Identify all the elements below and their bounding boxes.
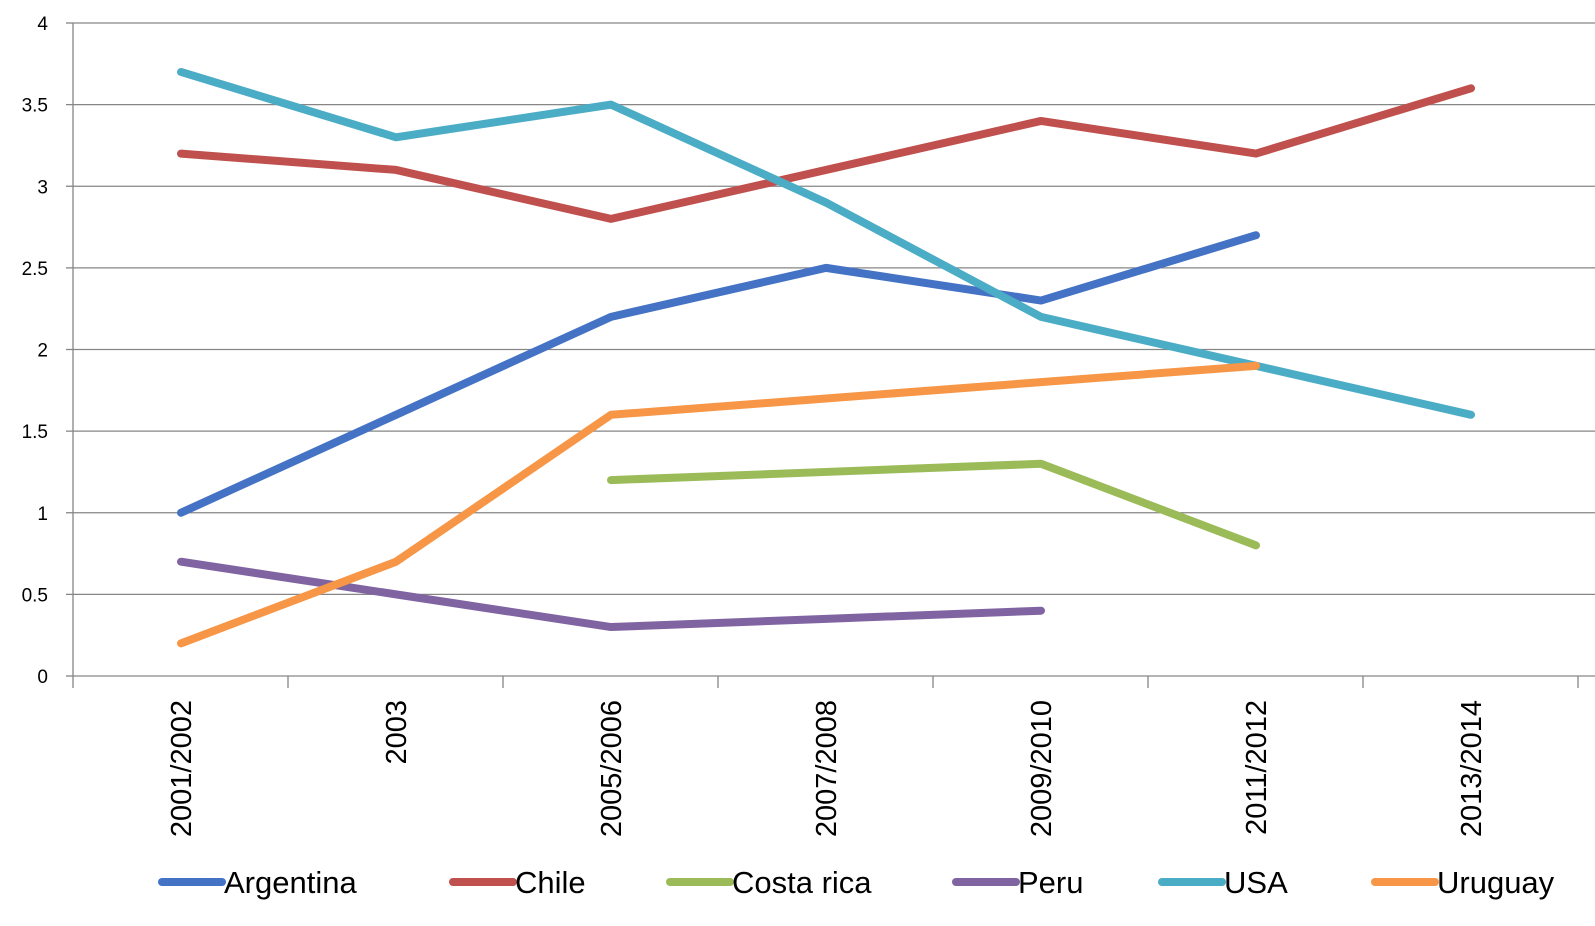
y-tick-label: 3	[37, 177, 48, 198]
legend-item-costa-rica: Costa rica	[666, 865, 872, 900]
legend-item-argentina: Argentina	[158, 865, 357, 900]
y-tick-label: 2.5	[22, 259, 48, 280]
legend-item-uruguay: Uruguay	[1371, 865, 1555, 900]
x-tick-label: 2013/2014	[1456, 700, 1488, 837]
x-tick-label: 2003	[381, 700, 413, 765]
y-tick-label: 0.5	[22, 585, 48, 606]
y-tick-label: 1	[37, 504, 48, 525]
y-tick-label: 3.5	[22, 96, 48, 117]
legend-label: Chile	[515, 865, 586, 900]
series-line-uruguay	[177, 361, 1260, 648]
legend-item-usa: USA	[1158, 865, 1288, 900]
y-tick-label: 0	[37, 667, 48, 688]
series-line-argentina	[177, 231, 1260, 517]
y-tick-label: 4	[37, 14, 48, 35]
x-tick-label: 2011/2012	[1241, 700, 1273, 835]
y-tick-label: 1.5	[22, 422, 48, 443]
legend-label: Peru	[1018, 865, 1083, 900]
x-tick-labels: 2001/2002 2003 2005/2006 2007/2008 2009/2010…	[166, 700, 1488, 837]
series-lines	[177, 67, 1475, 648]
x-tick-label: 2001/2002	[166, 700, 198, 837]
legend: Argentina Chile Costa rica Peru USA Uruguay	[158, 865, 1555, 900]
legend-label: Argentina	[224, 865, 357, 900]
legend-item-peru: Peru	[952, 865, 1083, 900]
series-line-costa-rica	[607, 459, 1260, 550]
axes	[66, 22, 1595, 688]
x-tick-label: 2005/2006	[596, 700, 628, 837]
y-tick-label: 2	[37, 341, 48, 362]
legend-label: Uruguay	[1437, 865, 1555, 900]
x-tick-label: 2007/2008	[811, 700, 843, 837]
series-line-peru	[177, 557, 1045, 632]
legend-label: Costa rica	[732, 865, 872, 900]
series-line-usa	[177, 67, 1475, 419]
legend-label: USA	[1224, 865, 1288, 900]
x-tick-label: 2009/2010	[1026, 700, 1058, 837]
series-line-chile	[177, 84, 1475, 223]
y-tick-labels: 0 0.5 1 1.5 2 2.5 3 3.5 4	[22, 14, 49, 688]
legend-item-chile: Chile	[449, 865, 586, 900]
